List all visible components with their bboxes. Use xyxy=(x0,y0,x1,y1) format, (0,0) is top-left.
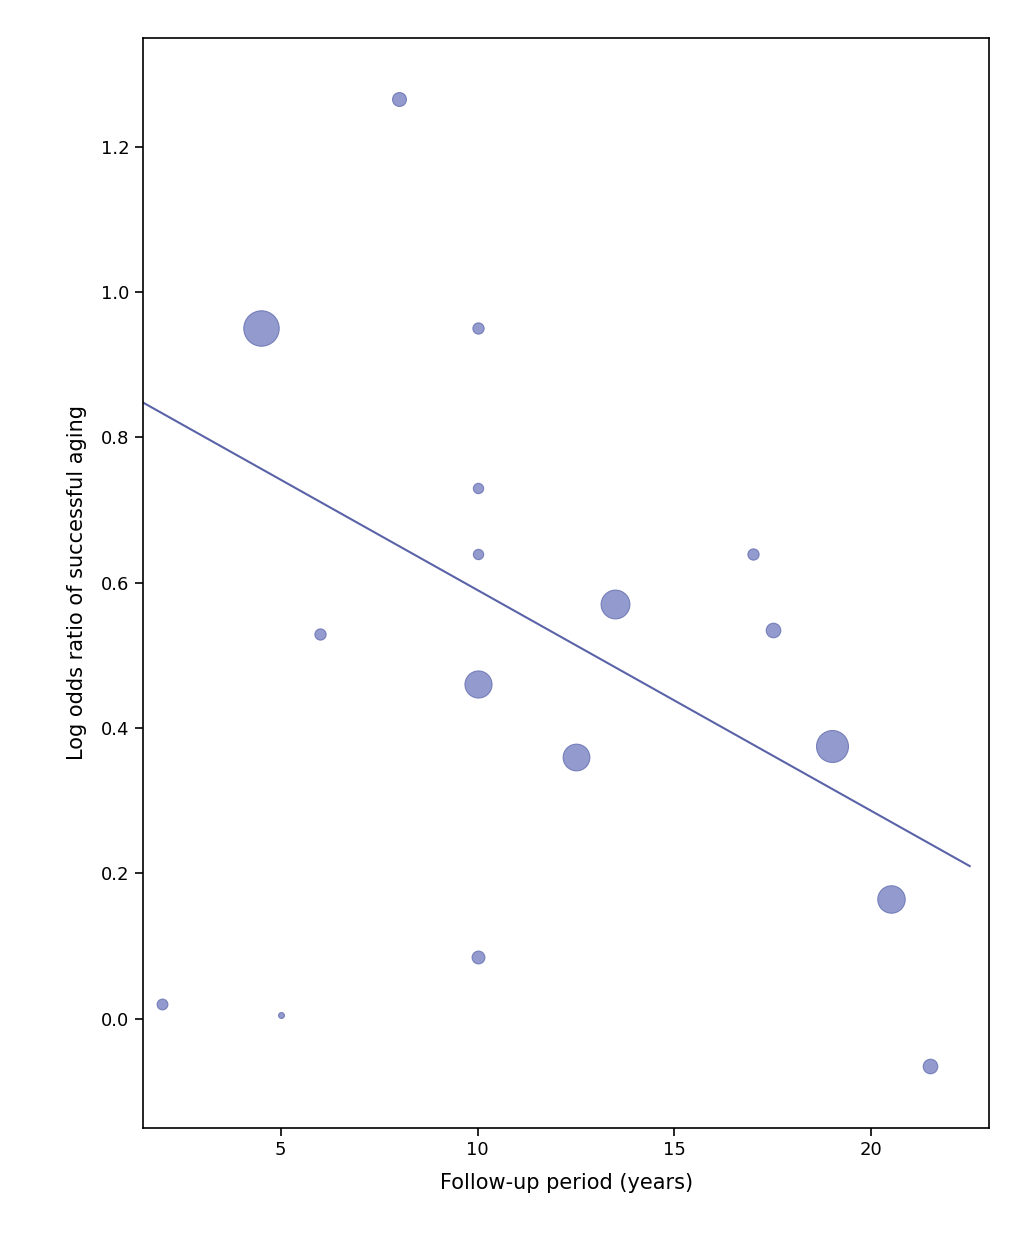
Point xyxy=(272,1005,288,1025)
X-axis label: Follow-up period (years): Follow-up period (years) xyxy=(439,1173,692,1193)
Point xyxy=(881,888,898,908)
Point xyxy=(469,479,485,499)
Point xyxy=(469,947,485,967)
Point xyxy=(764,620,781,640)
Point xyxy=(568,747,584,767)
Point xyxy=(606,594,623,614)
Point xyxy=(312,624,328,644)
Point xyxy=(921,1056,937,1076)
Point xyxy=(469,318,485,338)
Y-axis label: Log odds ratio of successful aging: Log odds ratio of successful aging xyxy=(67,405,87,761)
Point xyxy=(390,89,407,109)
Point xyxy=(253,318,269,338)
Point xyxy=(469,674,485,694)
Point xyxy=(469,544,485,564)
Point xyxy=(823,737,840,757)
Point xyxy=(154,994,170,1014)
Point xyxy=(744,544,760,564)
